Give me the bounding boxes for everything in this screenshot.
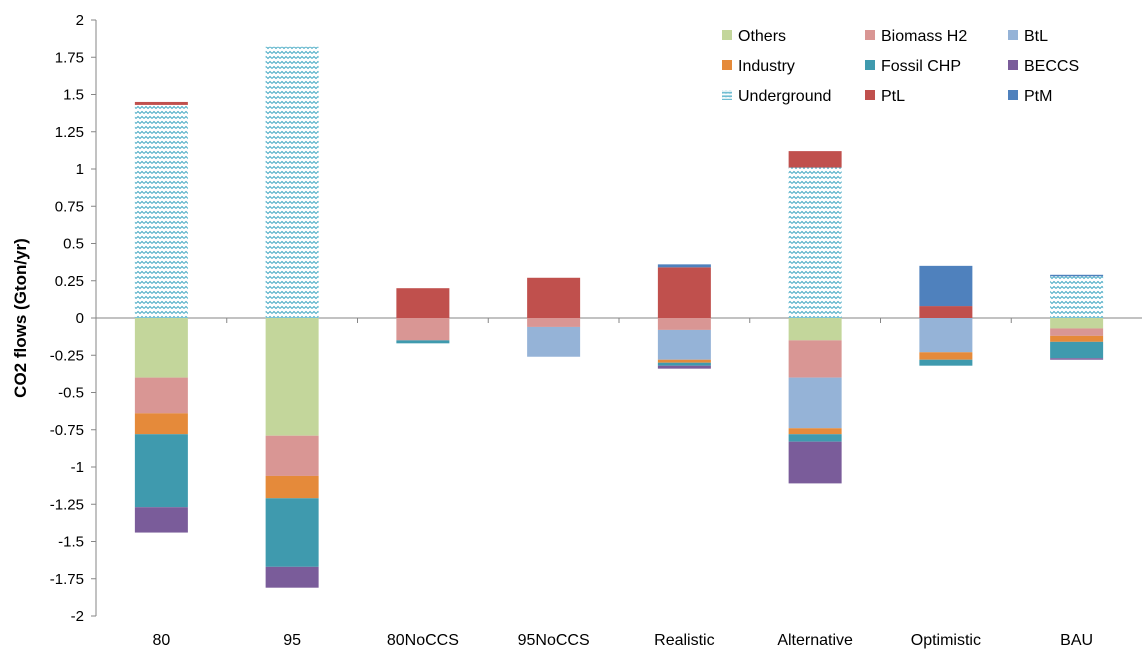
y-tick-label: -0.25 xyxy=(50,347,84,364)
bar-segment-btl-alternative xyxy=(788,377,842,429)
legend-swatch-biomass-h2 xyxy=(865,30,875,40)
y-tick-label: 0.25 xyxy=(55,273,84,290)
bar-segment-fossil-chp-95 xyxy=(265,498,319,567)
y-tick-label: 1.5 xyxy=(63,87,84,104)
bar-segment-biomass-h2-95noccs xyxy=(527,318,581,327)
bar-segment-ptl-80 xyxy=(134,101,188,105)
bar-segment-btl-realistic xyxy=(657,329,711,360)
legend-label-biomass-h2: Biomass H2 xyxy=(881,28,967,45)
bar-segment-biomass-h2-alternative xyxy=(788,340,842,378)
legend-swatch-btl xyxy=(1008,30,1018,40)
y-tick-label: 0.75 xyxy=(55,198,84,215)
legend-label-underground: Underground xyxy=(738,88,831,105)
bar-segment-fossil-chp-80 xyxy=(134,434,188,508)
y-tick-label: 1.25 xyxy=(55,124,84,141)
bar-segment-ptl-optimistic xyxy=(919,306,973,318)
legend: Others Biomass H2 BtL Industry Fossil CHP BEC… xyxy=(722,28,1079,105)
legend-label-fossil-chp: Fossil CHP xyxy=(881,58,961,75)
bar-segment-ptl-95noccs xyxy=(527,277,581,318)
y-axis-label: CO2 flows (Gton/yr) xyxy=(11,238,30,398)
bar-segment-beccs-95 xyxy=(265,566,319,588)
y-tick-label: 2 xyxy=(76,12,84,29)
y-tick-label: -2 xyxy=(71,608,84,625)
bar-segment-underground-bau xyxy=(1050,276,1104,318)
bar-segment-industry-bau xyxy=(1050,335,1104,342)
legend-label-btl: BtL xyxy=(1024,28,1048,45)
bar-segment-others-alternative xyxy=(788,318,842,341)
bar-segment-biomass-h2-80 xyxy=(134,377,188,414)
y-tick-label: -0.75 xyxy=(50,422,84,439)
bar-segment-industry-95 xyxy=(265,475,319,499)
bar-segment-biomass-h2-95 xyxy=(265,435,319,476)
bar-segment-fossil-chp-realistic xyxy=(657,362,711,366)
bar-segment-biomass-h2-80noccs xyxy=(396,318,450,341)
bar-segment-ptm-optimistic xyxy=(919,265,973,307)
legend-swatch-ptm xyxy=(1008,90,1018,100)
legend-swatch-others xyxy=(722,30,732,40)
legend-label-industry: Industry xyxy=(738,58,795,75)
y-tick-label: 1.75 xyxy=(55,49,84,66)
legend-swatch-fossil-chp xyxy=(865,60,875,70)
bar-segment-btl-optimistic xyxy=(919,318,973,353)
y-tick-label: 0 xyxy=(76,310,84,327)
x-tick-label: Optimistic xyxy=(911,632,981,649)
bar-segment-fossil-chp-optimistic xyxy=(919,359,973,366)
x-tick-label: 80NoCCS xyxy=(387,632,459,649)
bar-segment-ptl-realistic xyxy=(657,267,711,318)
legend-label-ptl: PtL xyxy=(881,88,905,105)
bar-segment-industry-80 xyxy=(134,413,188,435)
bar-segment-others-80 xyxy=(134,318,188,378)
legend-label-ptm: PtM xyxy=(1024,88,1052,105)
y-tick-label: 0.5 xyxy=(63,236,84,253)
bar-segment-btl-95noccs xyxy=(527,326,581,357)
bar-segment-beccs-realistic xyxy=(657,365,711,369)
legend-swatch-industry xyxy=(722,60,732,70)
bar-segment-biomass-h2-bau xyxy=(1050,328,1104,336)
x-tick-label: 80 xyxy=(152,632,170,649)
x-tick-label: 95 xyxy=(283,632,301,649)
bar-segment-fossil-chp-bau xyxy=(1050,341,1104,359)
bar-segment-biomass-h2-realistic xyxy=(657,318,711,330)
y-tick-label: -1.75 xyxy=(50,571,84,588)
x-tick-label: Alternative xyxy=(777,632,853,649)
bar-segment-industry-alternative xyxy=(788,428,842,435)
legend-swatch-underground xyxy=(722,90,732,100)
y-tick-label: 1 xyxy=(76,161,84,178)
bar-segment-others-bau xyxy=(1050,318,1104,329)
x-tick-label: 95NoCCS xyxy=(518,632,590,649)
axes-layer xyxy=(91,19,1142,617)
legend-label-others: Others xyxy=(738,28,786,45)
legend-swatch-ptl xyxy=(865,90,875,100)
bar-segment-ptl-alternative xyxy=(788,151,842,168)
x-tick-label: Realistic xyxy=(654,632,714,649)
bar-segment-industry-optimistic xyxy=(919,352,973,360)
bar-segment-fossil-chp-alternative xyxy=(788,434,842,442)
bar-segment-ptm-bau xyxy=(1050,274,1104,277)
legend-label-beccs: BECCS xyxy=(1024,58,1079,75)
bar-segment-fossil-chp-80noccs xyxy=(396,340,450,344)
y-tick-label: -0.5 xyxy=(58,385,84,402)
y-tick-label: -1.25 xyxy=(50,496,84,513)
bar-segment-underground-alternative xyxy=(788,167,842,318)
bar-segment-beccs-bau xyxy=(1050,358,1104,360)
bar-segment-underground-80 xyxy=(134,104,188,319)
y-tick-label: -1.5 xyxy=(58,534,84,551)
bars-layer xyxy=(134,46,1104,588)
bar-segment-others-95 xyxy=(265,318,319,436)
legend-swatch-beccs xyxy=(1008,60,1018,70)
bar-segment-ptl-80noccs xyxy=(396,288,450,318)
labels-layer: 2 1.75 1.5 1.25 1 0.75 0.5 0.25 0 -0.25 -0.5 -0.75 -… xyxy=(50,12,1093,649)
y-tick-label: -1 xyxy=(71,459,84,476)
bar-segment-beccs-80 xyxy=(134,507,188,533)
bar-segment-underground-95 xyxy=(265,46,319,318)
bar-segment-beccs-alternative xyxy=(788,441,842,484)
bar-segment-industry-realistic xyxy=(657,359,711,363)
x-tick-label: BAU xyxy=(1060,632,1093,649)
bar-segment-ptm-realistic xyxy=(657,264,711,268)
